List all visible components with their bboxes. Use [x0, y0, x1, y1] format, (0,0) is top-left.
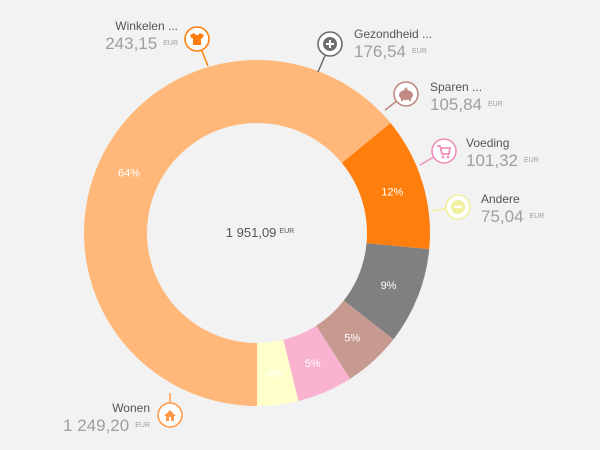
category-unit: EUR	[488, 101, 503, 108]
piggy-bank-icon	[393, 81, 419, 107]
minus-circle-icon	[445, 194, 471, 220]
label-andere: Andere 75,04 EUR	[481, 193, 544, 226]
shirt-icon	[184, 26, 210, 52]
category-amount: 101,32	[466, 151, 518, 170]
slice-4	[283, 325, 351, 401]
category-name: Sparen ...	[430, 80, 483, 94]
slice-3	[316, 300, 394, 379]
category-amount: 105,84	[430, 95, 482, 114]
plus-circle-icon	[317, 31, 343, 57]
label-gezondheid: Gezondheid ... 176,54 EUR	[354, 28, 432, 61]
slice-5	[257, 339, 299, 406]
label-sparen: Sparen ... 105,84 EUR	[430, 81, 503, 114]
cart-icon	[431, 138, 457, 164]
percent-label-4: 5%	[305, 358, 321, 370]
house-icon	[157, 402, 183, 428]
category-amount: 75,04	[481, 207, 524, 226]
category-amount: 1 249,20	[63, 416, 130, 435]
label-wonen: Wonen 1 249,20 EUR	[63, 402, 150, 435]
category-unit: EUR	[524, 157, 539, 164]
category-name: Wonen	[112, 401, 150, 415]
slice-2	[343, 243, 430, 340]
category-name: Andere	[481, 192, 520, 206]
slice-0	[83, 60, 391, 407]
label-voeding: Voeding 101,32 EUR	[466, 137, 539, 170]
total-unit: EUR	[279, 228, 295, 235]
category-unit: EUR	[163, 40, 178, 47]
category-unit: EUR	[135, 422, 150, 429]
category-name: Gezondheid ...	[354, 27, 433, 41]
category-name: Winkelen ...	[115, 19, 178, 33]
percent-label-5: 4%	[266, 368, 282, 380]
percent-label-3: 5%	[344, 333, 360, 345]
total-amount: 1 951,09	[225, 225, 277, 240]
category-name: Voeding	[466, 136, 510, 150]
label-winkelen: Winkelen ... 243,15 EUR	[105, 20, 178, 53]
category-amount: 243,15	[105, 34, 158, 53]
category-unit: EUR	[412, 48, 427, 55]
percent-label-0: 64%	[118, 168, 140, 180]
total-label: 1 951,09 EUR	[200, 224, 320, 242]
percent-label-1: 12%	[381, 186, 403, 198]
percent-label-2: 9%	[381, 280, 397, 292]
slice-1	[341, 122, 430, 250]
category-unit: EUR	[529, 213, 545, 220]
category-amount: 176,54	[354, 42, 406, 61]
